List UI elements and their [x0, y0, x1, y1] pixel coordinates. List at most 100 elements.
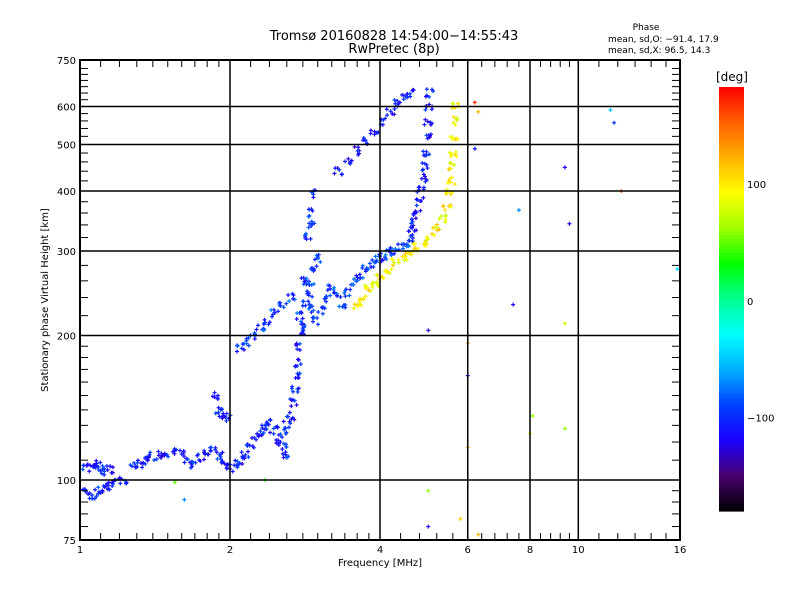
data-point [363, 294, 368, 299]
data-point [454, 154, 459, 159]
data-point [450, 101, 455, 106]
data-point [373, 254, 378, 259]
data-point [343, 302, 348, 307]
data-point [409, 221, 414, 226]
colorbar-segment [719, 277, 744, 282]
data-point [221, 413, 226, 418]
colorbar-segment [719, 348, 744, 353]
colorbar-label: [deg] [716, 70, 748, 84]
colorbar-segment [719, 486, 744, 491]
data-point [80, 467, 85, 472]
data-point [352, 144, 357, 149]
data-point [282, 425, 287, 430]
data-point [239, 450, 244, 455]
y-axis-label: Stationary phase Virtual Height [km] [40, 208, 51, 392]
data-point [266, 322, 271, 327]
data-point [215, 396, 220, 401]
data-point [172, 451, 177, 456]
data-point [118, 481, 123, 486]
data-point [338, 294, 343, 299]
colorbar-tick-label: 100 [747, 180, 766, 191]
data-point [414, 203, 419, 208]
data-point [400, 254, 405, 259]
colorbar-segment [719, 242, 744, 247]
data-point [392, 260, 397, 265]
data-point [133, 464, 138, 469]
colorbar-segment [719, 214, 744, 219]
colorbar-segment [719, 249, 744, 254]
data-point [420, 161, 425, 166]
colorbar-segment [719, 397, 744, 403]
data-point [110, 470, 115, 475]
data-point [369, 265, 374, 270]
data-point [425, 237, 430, 242]
data-point [423, 94, 428, 99]
data-point [343, 288, 348, 293]
data-point [347, 293, 352, 298]
data-point [252, 336, 257, 341]
data-point [424, 87, 429, 92]
data-point [243, 452, 248, 457]
data-point [383, 252, 388, 257]
x-axis-label: Frequency [MHz] [338, 558, 422, 569]
data-point [363, 283, 368, 288]
data-point [305, 291, 310, 296]
colorbar-segment [719, 129, 744, 134]
data-point [424, 153, 429, 158]
data-point [274, 440, 279, 445]
data-point [401, 93, 406, 98]
x-tick-label: 4 [377, 545, 383, 556]
data-point [374, 259, 379, 264]
data-point [308, 236, 313, 241]
data-point [188, 465, 193, 470]
data-point [422, 122, 427, 127]
y-tick-label: 75 [63, 536, 76, 547]
data-point [332, 290, 337, 295]
data-point [276, 309, 281, 314]
colorbar-segment [719, 207, 744, 212]
data-point [361, 297, 366, 302]
data-point [300, 303, 305, 308]
data-point [346, 156, 351, 161]
colorbar-segment [719, 122, 744, 127]
data-point [445, 180, 450, 185]
data-point [439, 214, 444, 219]
colorbar-segment [719, 288, 744, 293]
data-point [562, 426, 567, 431]
data-point [267, 320, 272, 325]
data-point [363, 267, 368, 272]
data-point [260, 423, 265, 428]
x-tick-label: 16 [674, 545, 687, 556]
data-point [270, 312, 275, 317]
colorbar-segment [719, 306, 744, 311]
data-point [325, 288, 330, 293]
data-point [172, 480, 177, 485]
data-point [224, 418, 229, 423]
data-point [296, 386, 301, 391]
data-point [172, 448, 177, 453]
data-point [340, 172, 345, 177]
data-point [98, 468, 103, 473]
colorbar-segment [719, 154, 744, 159]
colorbar-segment [719, 426, 744, 431]
data-point [105, 467, 110, 472]
data-point [516, 208, 521, 213]
data-point [244, 341, 249, 346]
data-point [304, 276, 309, 281]
data-point [423, 244, 428, 249]
data-point [311, 266, 316, 271]
data-point [315, 322, 320, 327]
data-point [451, 115, 456, 120]
data-point [288, 421, 293, 426]
colorbar-segment [719, 493, 744, 498]
data-point [343, 294, 348, 299]
data-point [307, 221, 312, 226]
data-point [380, 258, 385, 263]
data-point [360, 275, 365, 280]
data-point [302, 279, 307, 284]
colorbar-segment [719, 267, 744, 272]
data-point [261, 322, 266, 327]
data-point [366, 267, 371, 272]
data-point [290, 384, 295, 389]
data-point [148, 450, 153, 455]
